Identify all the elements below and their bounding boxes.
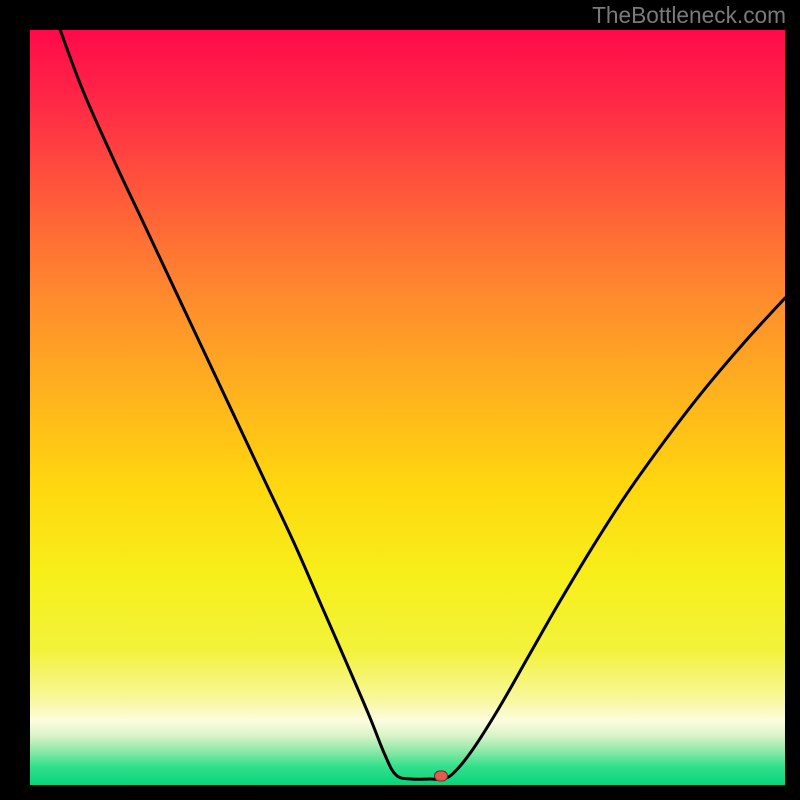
plot-area (30, 30, 785, 785)
bottleneck-curve (60, 30, 785, 779)
chart-container: TheBottleneck.com (0, 0, 800, 800)
curve-layer (30, 30, 785, 785)
attribution-text: TheBottleneck.com (592, 2, 786, 29)
minimum-marker (434, 770, 448, 781)
